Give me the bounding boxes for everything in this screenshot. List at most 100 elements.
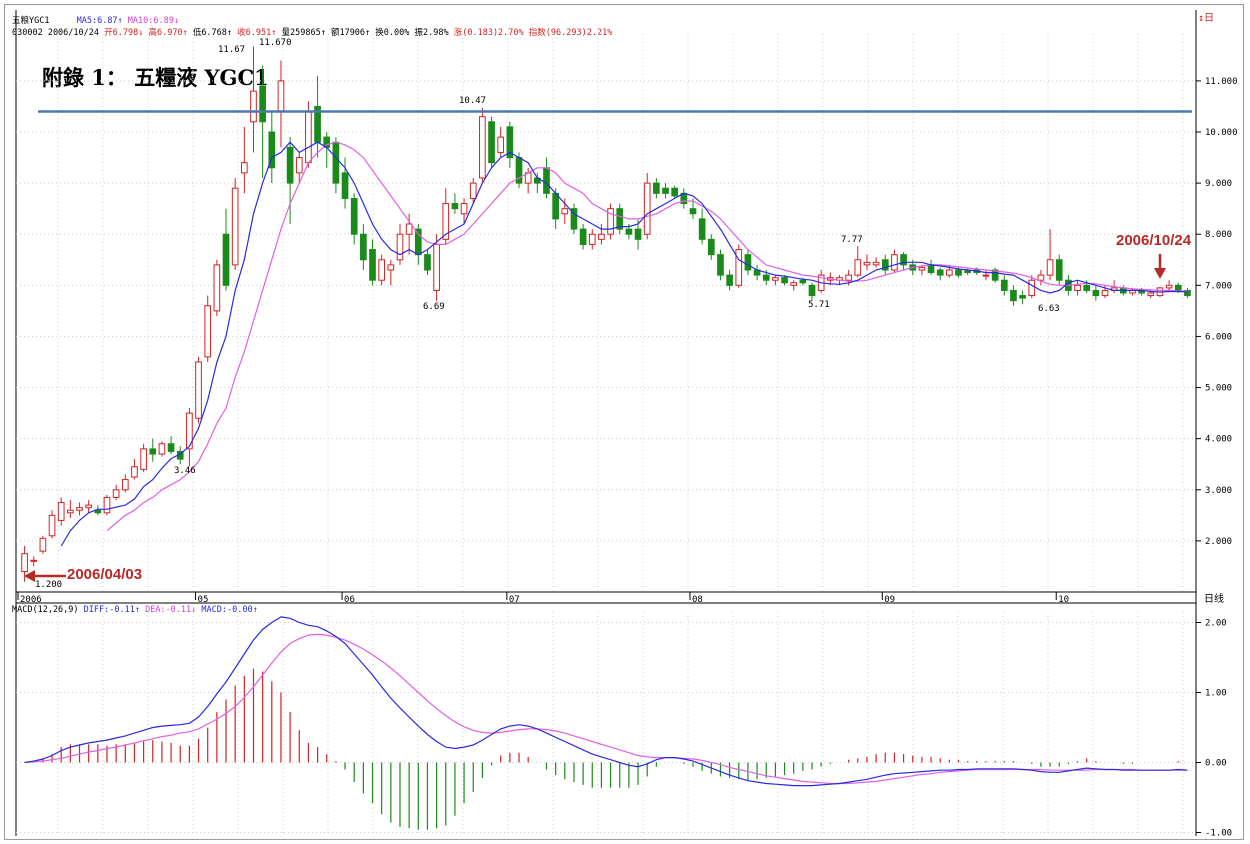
price-tick-label: 7.000 (1205, 281, 1232, 291)
candle (1037, 270, 1045, 286)
x-tick-label: 05 (198, 595, 209, 605)
candle (891, 249, 898, 273)
candle (717, 249, 724, 281)
candle (396, 224, 404, 265)
diff-value: DIFF:-0.11↑ (83, 605, 140, 615)
candle-body (460, 203, 468, 215)
macd-histogram (33, 668, 1179, 830)
ma5-line (60, 141, 1188, 547)
dea-value: DEA:-0.11↓ (145, 605, 197, 615)
change-value: 涨(0.183)2.70% (453, 28, 524, 38)
candle (1028, 275, 1036, 299)
candle (653, 178, 660, 199)
candle (808, 282, 816, 301)
macd-header: MACD(12,26,9) DIFF:-0.11↑ DEA:-0.11↓ MAC… (12, 605, 258, 615)
amplitude-value: 振2.98% (414, 28, 449, 38)
period-label: 日线 (1204, 592, 1224, 605)
candle-body (991, 269, 999, 281)
candle-body (918, 266, 926, 271)
price-label-663: 6.63 (1038, 304, 1060, 314)
volume-value: 量259865↑ (281, 28, 326, 38)
x-tick-label: 07 (509, 595, 520, 605)
price-grid (15, 10, 1201, 836)
candle (671, 185, 679, 199)
index-value: 指数(96.293)2.21% (528, 28, 613, 38)
candle (369, 239, 376, 286)
price-tick-label: 2.000 (1205, 537, 1232, 547)
candle-body (799, 279, 807, 284)
chart-window (4, 4, 1244, 840)
candle (680, 188, 688, 209)
candle (533, 172, 541, 194)
candle (314, 75, 321, 158)
candle-body (305, 111, 312, 164)
candle-body (30, 559, 38, 562)
dea-line (24, 633, 1188, 785)
candle (772, 275, 779, 286)
price-tick-label: 3.000 (1205, 486, 1232, 496)
candle-body (1174, 284, 1182, 291)
price-label-669: 6.69 (423, 302, 445, 312)
candle (588, 229, 596, 250)
candle (927, 259, 935, 276)
candle-body (506, 126, 514, 159)
candle-body (295, 157, 303, 174)
date-arrows (24, 254, 1166, 582)
candle (1010, 285, 1017, 306)
macd-label: MACD(12,26,9) (12, 605, 79, 615)
candle (918, 264, 926, 276)
header-line-2: 030002 2006/10/24 开6.798↓ 高6.970↑ 低6.768… (12, 28, 612, 38)
candle-body (424, 254, 431, 271)
axis-labels: 2.000 3.000 4.000 5.000 6.000 7.000 8.000 9.000… (17, 77, 1238, 839)
candle-body (625, 228, 633, 235)
candle-body (204, 305, 212, 358)
candle-body (341, 172, 349, 199)
high-value: 高6.970↑ (148, 28, 188, 38)
code-date: 030002 2006/10/24 (12, 28, 99, 38)
candle-body (717, 254, 724, 276)
candle-body (268, 131, 276, 169)
price-tick-label: 9.000 (1205, 179, 1232, 189)
candle-body (1165, 284, 1173, 289)
price-label-1047: 10.47 (459, 96, 487, 106)
candle-body (1074, 284, 1081, 291)
candle (94, 505, 102, 516)
candle (204, 295, 212, 362)
candle-body (103, 496, 111, 514)
candle (30, 556, 38, 567)
candle-body (1028, 279, 1036, 297)
candle (295, 152, 303, 184)
candle (570, 203, 578, 235)
candle (1074, 280, 1081, 296)
candle-body (332, 141, 340, 184)
price-tick-label: 11.000 (1205, 77, 1238, 87)
candle-body (240, 162, 248, 174)
macd-tick-label: -1.00 (1205, 829, 1232, 839)
candle (112, 484, 120, 500)
candle (103, 494, 111, 516)
candle-body (1046, 259, 1054, 276)
candle-body (634, 228, 642, 240)
candle (1055, 254, 1063, 286)
period-toggle-icon[interactable]: ↕日 (1198, 13, 1215, 24)
candle (607, 203, 614, 240)
candle (140, 443, 147, 472)
candle-body (1092, 289, 1100, 297)
candle-body (588, 233, 596, 245)
candle-body (286, 146, 294, 184)
candle (561, 198, 569, 224)
candle-body (671, 187, 679, 197)
candle (744, 249, 752, 276)
candle (39, 535, 47, 554)
candle (213, 259, 221, 316)
candle-body (698, 218, 706, 240)
price-tick-label: 6.000 (1205, 332, 1232, 342)
candle-body (1101, 289, 1109, 297)
candle (158, 441, 166, 457)
candle (1046, 229, 1054, 281)
amount-value: 额17906↑ (330, 28, 371, 38)
candle-body (781, 277, 788, 284)
candle-body (808, 284, 816, 297)
candle-body (369, 249, 376, 281)
